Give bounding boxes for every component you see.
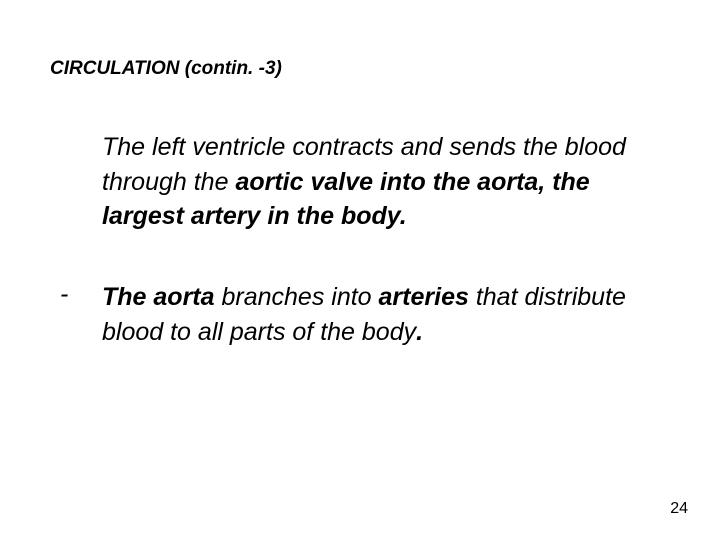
paragraph-1: The left ventricle contracts and sends t… xyxy=(102,130,642,234)
bullet-dash: - xyxy=(60,280,68,309)
para2-t3-bold: arteries xyxy=(379,283,476,311)
para2-t5-bold: . xyxy=(416,318,423,346)
page-number: 24 xyxy=(670,500,688,518)
paragraph-2: The aorta branches into arteries that di… xyxy=(102,280,642,349)
slide: CIRCULATION (contin. -3) The left ventri… xyxy=(0,0,720,540)
slide-heading: CIRCULATION (contin. -3) xyxy=(50,58,282,80)
para2-t2: branches into xyxy=(221,283,378,311)
para2-t1-bold: The aorta xyxy=(102,283,221,311)
